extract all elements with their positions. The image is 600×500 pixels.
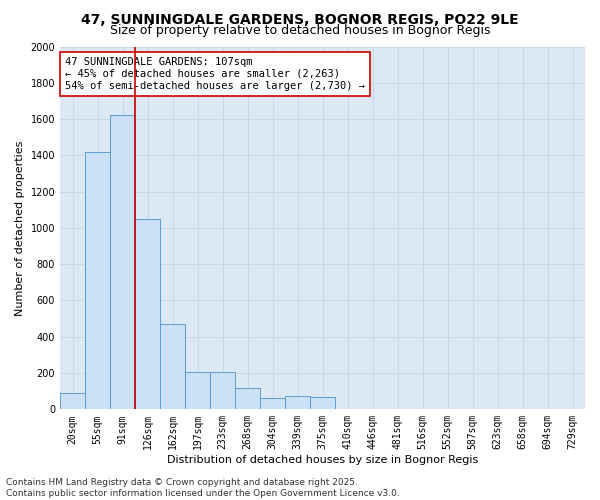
Bar [285,396,310,409]
X-axis label: Distribution of detached houses by size in Bognor Regis: Distribution of detached houses by size … [167,455,478,465]
Y-axis label: Number of detached properties: Number of detached properties [15,140,25,316]
Text: Contains HM Land Registry data © Crown copyright and database right 2025.
Contai: Contains HM Land Registry data © Crown c… [6,478,400,498]
Bar [235,388,260,409]
Bar [185,372,210,410]
Bar [160,324,185,410]
Bar [260,398,285,409]
Text: 47, SUNNINGDALE GARDENS, BOGNOR REGIS, PO22 9LE: 47, SUNNINGDALE GARDENS, BOGNOR REGIS, P… [81,12,519,26]
Bar [310,396,335,409]
Bar [60,393,85,409]
Bar [85,152,110,410]
Bar [210,372,235,410]
Bar [135,219,160,410]
Text: Size of property relative to detached houses in Bognor Regis: Size of property relative to detached ho… [110,24,490,37]
Bar [110,116,135,410]
Text: 47 SUNNINGDALE GARDENS: 107sqm
← 45% of detached houses are smaller (2,263)
54% : 47 SUNNINGDALE GARDENS: 107sqm ← 45% of … [65,58,365,90]
